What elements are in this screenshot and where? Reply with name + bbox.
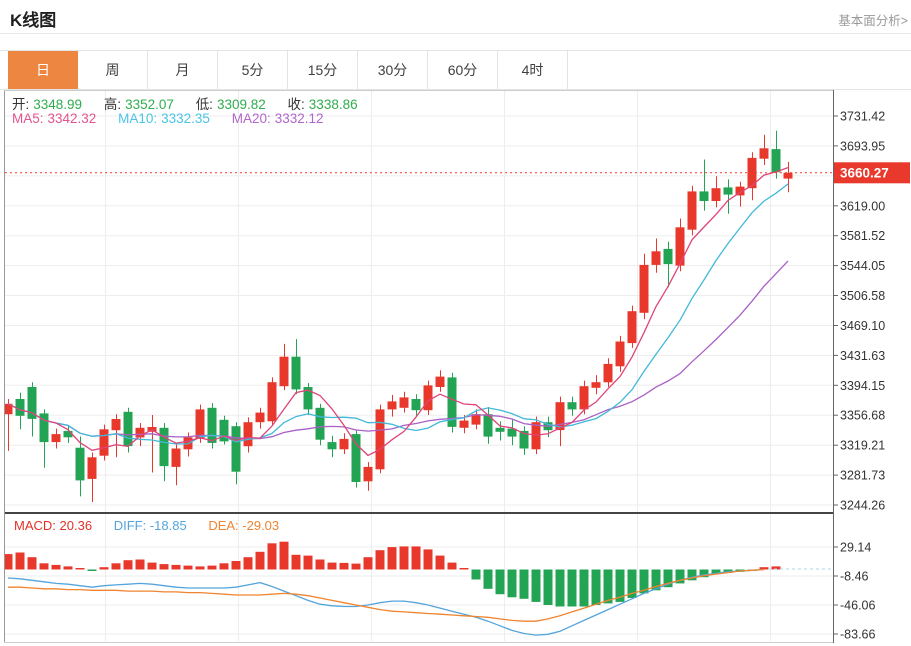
high-value: 3352.07 [125,97,174,112]
tab-day[interactable]: 日 [8,51,78,89]
low-value: 3309.82 [216,97,266,112]
tab-5min[interactable]: 5分 [218,51,288,89]
macd-value: 20.36 [59,518,93,533]
fundamental-analysis-link[interactable]: 基本面分析> [838,14,908,28]
close-value: 3338.86 [308,97,358,112]
svg-text:3731.42: 3731.42 [840,110,885,124]
svg-text:3356.68: 3356.68 [840,409,885,423]
ma20-label: MA20: [231,111,271,126]
svg-text:3506.58: 3506.58 [840,289,885,303]
page-title: K线图 [10,11,57,30]
current-price-badge: 3660.27 [840,165,889,180]
dea-value: -29.03 [242,518,280,533]
svg-text:3581.52: 3581.52 [840,229,885,243]
open-value: 3348.99 [33,97,83,112]
svg-text:-46.06: -46.06 [840,599,875,613]
interval-tabbar: 日周月 5分 15分 30分 60分 4时 [0,50,911,90]
interval-tabs: 日周月 5分 15分 30分 60分 4时 [8,51,568,89]
ma10-label: MA10: [118,111,158,126]
svg-text:3693.95: 3693.95 [840,139,885,153]
diff-label: DIFF: [113,518,147,533]
close-label: 收: [287,97,305,112]
svg-text:-83.66: -83.66 [840,628,875,642]
macd-label: MACD: [14,518,56,533]
tab-month[interactable]: 月 [148,51,218,89]
svg-text:29.14: 29.14 [840,541,871,555]
svg-text:3619.00: 3619.00 [840,199,885,213]
dea-label: DEA: [208,518,239,533]
low-label: 低: [195,97,213,112]
macd-legend: MACD: 20.36 DIFF: -18.85 DEA: -29.03 [14,518,279,533]
ohlc-legend: 开: 3348.99 高: 3352.07 低: 3309.82 收: 3338.86 [12,93,362,113]
svg-text:3469.10: 3469.10 [840,319,885,333]
svg-text:3319.21: 3319.21 [840,439,885,453]
svg-text:3544.05: 3544.05 [840,259,885,273]
tab-4hour[interactable]: 4时 [498,51,568,89]
svg-text:3244.26: 3244.26 [840,499,885,513]
svg-text:3431.63: 3431.63 [840,349,885,363]
ma20-value: 3332.12 [274,111,324,126]
svg-text:-8.46: -8.46 [840,570,869,584]
tab-30min[interactable]: 30分 [358,51,428,89]
diff-value: -18.85 [149,518,187,533]
high-label: 高: [103,97,122,112]
tab-week[interactable]: 周 [78,51,148,89]
svg-text:3394.15: 3394.15 [840,379,885,393]
ma-legend: MA5: 3342.32 MA10: 3332.35 MA20: 3332.12 [12,111,328,126]
ma10-value: 3332.35 [161,111,210,126]
tab-60min[interactable]: 60分 [428,51,498,89]
open-label: 开: [12,97,30,112]
svg-text:3281.73: 3281.73 [840,469,885,483]
chart-area: 开: 3348.99 高: 3352.07 低: 3309.82 收: 3338.86 … [3,90,911,643]
page-header: K线图 基本面分析> [0,0,911,34]
ma5-label: MA5: [12,111,44,126]
tab-15min[interactable]: 15分 [288,51,358,89]
kline-canvas[interactable]: 3731.42 3693.95 3619.00 3581.52 3544.05 3506.… [3,90,911,643]
ma5-value: 3342.32 [47,111,97,126]
